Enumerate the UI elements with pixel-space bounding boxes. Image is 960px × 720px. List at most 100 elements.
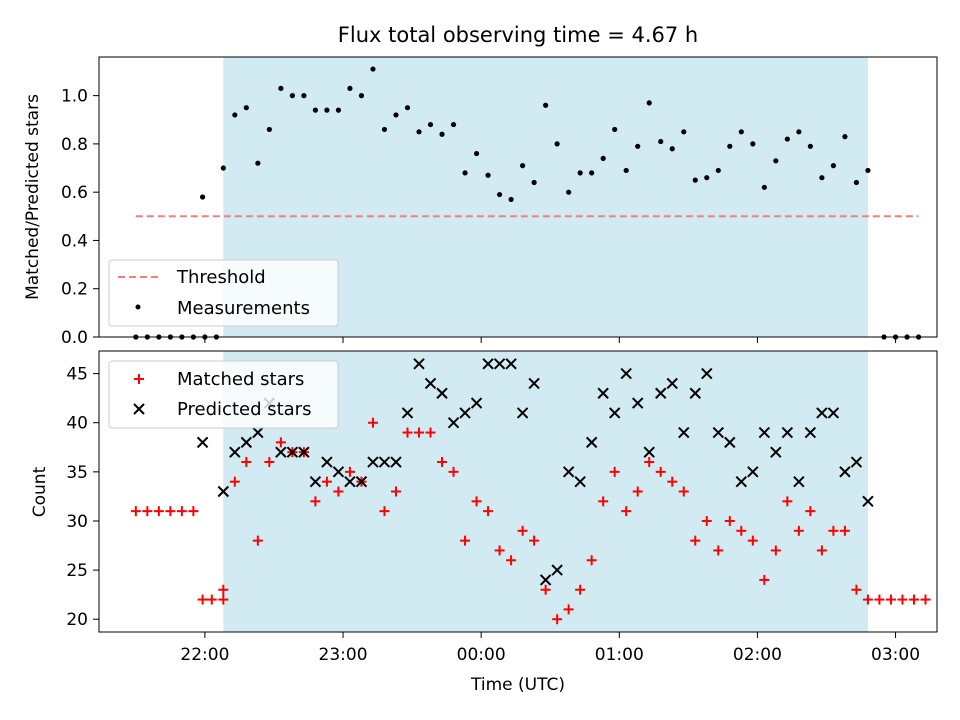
matched-star-point — [655, 466, 666, 477]
measurement-point — [393, 112, 399, 118]
predicted-star-point — [470, 397, 483, 409]
measurement-point — [485, 172, 491, 178]
predicted-star-point — [539, 574, 552, 586]
measurement-point — [543, 102, 549, 108]
measurement-point — [554, 141, 560, 147]
predicted-star-point — [401, 407, 414, 419]
predicted-star-point — [585, 436, 598, 449]
measurement-point — [289, 93, 295, 99]
measurement-point — [692, 177, 698, 183]
predicted-star-point — [482, 358, 494, 370]
predicted-star-point — [574, 475, 586, 488]
x-tick-label: 02:00 — [733, 645, 782, 665]
matched-star-point — [333, 486, 344, 497]
predicted-star-point — [620, 367, 632, 380]
predicted-star-point — [850, 456, 863, 468]
matched-star-point — [483, 506, 494, 517]
bottom-y-tick-label: 30 — [66, 512, 88, 532]
predicted-star-point — [493, 358, 506, 370]
matched-star-point — [425, 427, 436, 438]
matched-star-point — [575, 584, 586, 595]
bottom-y-tick-label: 40 — [66, 414, 88, 434]
matched-star-point — [142, 506, 153, 517]
matched-star-point — [252, 535, 263, 546]
matched-star-point — [724, 515, 735, 526]
predicted-star-point — [597, 387, 609, 399]
top-panel-ratio: 0.0 0.2 0.4 0.6 0.8 1.0 Flux total observing … — [23, 23, 938, 348]
matched-star-point — [736, 525, 747, 536]
legend-threshold-label: Threshold — [176, 267, 266, 288]
predicted-star-point — [309, 475, 322, 488]
measurement-point — [520, 163, 526, 169]
legend-measurements-swatch — [135, 304, 141, 310]
predicted-star-point — [447, 417, 460, 429]
matched-star-point — [414, 427, 425, 438]
matched-star-point — [874, 594, 885, 605]
predicted-star-point — [229, 446, 241, 458]
legend-predicted-swatch — [133, 403, 145, 415]
measurement-point — [324, 107, 330, 113]
measurement-point — [266, 126, 272, 133]
top-y-tick-label: 0.4 — [61, 231, 88, 251]
top-y-tick-label: 0.6 — [61, 183, 88, 203]
matched-star-point — [897, 594, 908, 605]
predicted-star-point — [804, 426, 817, 439]
bottom-y-tick-label: 25 — [66, 561, 88, 581]
predicted-star-point — [217, 485, 230, 498]
matched-star-point — [471, 496, 482, 507]
matched-star-point — [563, 604, 574, 615]
measurement-point — [577, 170, 583, 176]
top-y-tick-label: 0.2 — [61, 280, 88, 300]
predicted-star-point — [862, 495, 874, 508]
measurement-point — [853, 179, 860, 186]
measurement-point — [243, 105, 249, 111]
predicted-star-point — [735, 475, 748, 488]
matched-star-point — [229, 476, 240, 487]
predicted-star-point — [793, 475, 805, 488]
bottom-panel-counts: 20 25 30 35 40 45 22:00 23:00 00:00 01:00 02:00 03… — [30, 350, 938, 695]
matched-star-point — [816, 545, 827, 556]
bottom-y-axis-label: Count — [30, 466, 50, 517]
top-y-axis-label: Matched/Predicted stars — [23, 94, 43, 300]
predicted-star-point — [666, 377, 678, 390]
measurement-point — [335, 107, 342, 113]
measurement-point — [473, 150, 480, 157]
bottom-y-tick-label: 45 — [66, 365, 88, 385]
bottom-legend: Matched stars Predicted stars — [108, 360, 339, 429]
measurement-point — [773, 158, 779, 164]
top-y-tick-label: 1.0 — [61, 87, 88, 107]
predicted-star-point — [378, 456, 391, 468]
measurement-point — [842, 134, 848, 140]
measurement-point — [427, 121, 434, 128]
legend-measurements-label: Measurements — [177, 298, 310, 319]
measurement-point — [589, 170, 595, 176]
measurement-point — [704, 175, 710, 181]
matched-star-point — [540, 584, 551, 595]
matched-star-point — [667, 476, 678, 487]
measurement-point — [830, 163, 837, 169]
predicted-star-point — [286, 446, 299, 458]
top-legend: Threshold Measurements — [108, 259, 339, 327]
predicted-star-point — [516, 407, 529, 419]
matched-star-point — [188, 506, 199, 517]
measurement-point — [807, 143, 813, 149]
matched-star-point — [828, 525, 839, 536]
measurement-point — [796, 129, 802, 135]
predicted-star-point — [344, 475, 356, 488]
predicted-star-point — [332, 466, 345, 478]
x-tick-label: 23:00 — [319, 645, 368, 665]
measurement-point — [439, 131, 445, 137]
measurement-point — [727, 143, 733, 149]
matched-star-point — [747, 535, 758, 546]
matched-star-point — [494, 545, 505, 556]
matched-star-point — [552, 614, 563, 625]
matched-star-point — [701, 515, 712, 526]
matched-star-point — [517, 525, 528, 536]
matched-star-point — [264, 457, 275, 468]
matched-star-point — [153, 506, 164, 517]
matched-star-point — [609, 466, 620, 477]
matched-star-point — [678, 486, 689, 497]
matched-star-point — [793, 525, 804, 536]
matched-star-point — [402, 427, 413, 438]
legend-predicted-label: Predicted stars — [177, 399, 311, 420]
